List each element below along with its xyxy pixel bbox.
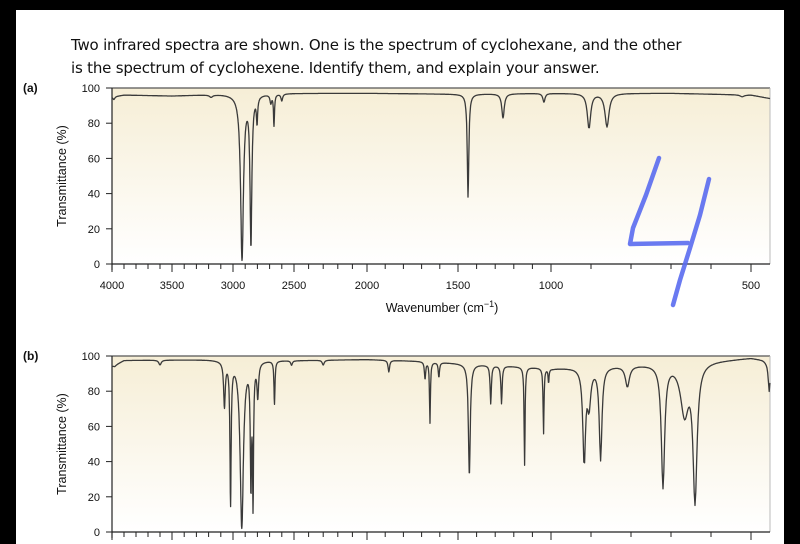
y-tick-label: 40	[88, 457, 100, 469]
plot-area	[112, 88, 770, 264]
y-tick-label: 80	[88, 386, 100, 398]
x-axis-label-text: Wavenumber (cm	[386, 301, 484, 315]
x-tick-label: 4000	[100, 280, 124, 292]
x-tick-label: 1000	[539, 280, 563, 292]
handwritten-4-annotation	[627, 155, 712, 308]
x-tick-label: 2000	[355, 280, 379, 292]
y-tick-label: 20	[88, 224, 100, 236]
y-tick-label: 0	[94, 259, 100, 271]
spectrum-trace	[111, 357, 771, 530]
x-tick-label: 500	[742, 280, 760, 292]
x-tick-label: 1500	[446, 280, 470, 292]
plot-area	[112, 356, 770, 532]
y-axis-label: Transmittance (%)	[55, 393, 69, 495]
question-text-line-2: is the spectrum of cyclohexene. Identify…	[71, 59, 600, 77]
y-tick-label: 0	[94, 527, 100, 539]
spectrum-b-chart: 0 20 40 60 80 100 Transmittance (%) (b)	[23, 349, 771, 540]
y-tick-label: 40	[88, 189, 100, 201]
question-text-line-1: Two infrared spectra are shown. One is t…	[71, 36, 682, 54]
y-tick-label: 60	[88, 421, 100, 433]
spectrum-trace	[111, 92, 771, 262]
x-axis-label: Wavenumber (cm−1)	[386, 299, 499, 315]
x-axis-label-superscript: −1	[484, 299, 494, 309]
y-tick-label: 100	[82, 351, 100, 363]
x-tick-label: 3500	[160, 280, 184, 292]
y-axis-label: Transmittance (%)	[55, 125, 69, 227]
x-tick-label: 2500	[282, 280, 306, 292]
x-tick-label: 3000	[221, 280, 245, 292]
x-axis-label-end: )	[494, 301, 498, 315]
y-tick-label: 100	[82, 83, 100, 95]
y-tick-label: 80	[88, 118, 100, 130]
panel-label: (a)	[23, 81, 38, 95]
panel-label: (b)	[23, 349, 38, 363]
spectrum-a-chart: 0 20 40 60 80 100 4000 3500 3000 2500 2000 1500 1000…	[23, 81, 771, 315]
y-tick-label: 60	[88, 153, 100, 165]
y-tick-label: 20	[88, 492, 100, 504]
